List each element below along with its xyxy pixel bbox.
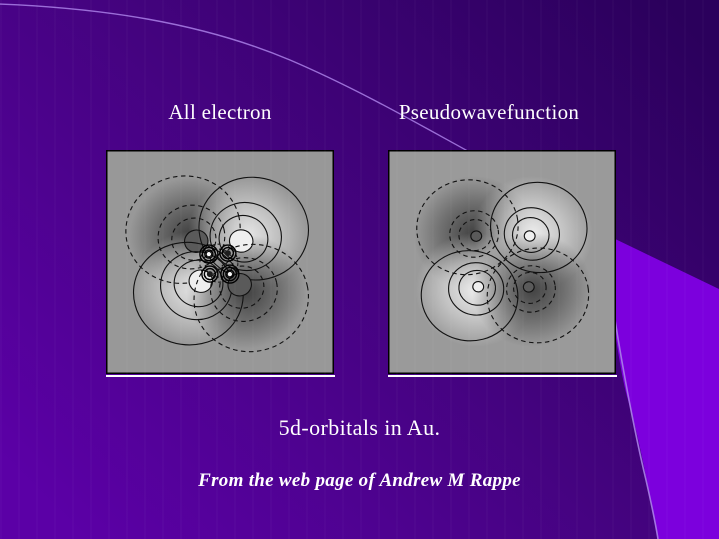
- bright-corner-shape: [584, 224, 719, 539]
- panel-underline: [106, 375, 335, 377]
- figure-pseudowavefunction: [388, 150, 617, 377]
- label-pseudowavefunction: Pseudowavefunction: [398, 100, 580, 124]
- arc-line-top: [0, 3, 476, 156]
- figure-all-electron: [106, 150, 335, 377]
- label-all-electron: All electron: [168, 100, 272, 124]
- arc-line-bottom: [611, 299, 659, 539]
- panel-underline: [388, 375, 617, 377]
- slide-credit: From the web page of Andrew M Rappe: [198, 470, 521, 491]
- contour-plot-all-electron: [106, 150, 334, 374]
- slide-caption: 5d-orbitals in Au.: [278, 415, 441, 440]
- contour-plot-pseudowavefunction: [388, 150, 616, 374]
